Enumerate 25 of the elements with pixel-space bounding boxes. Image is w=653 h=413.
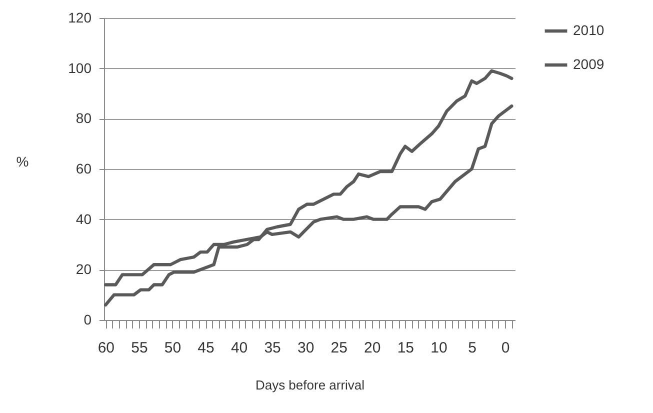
- x-tick-label: 15: [397, 340, 414, 356]
- y-tick-label: 120: [68, 10, 92, 26]
- x-tick-label: 30: [297, 340, 314, 356]
- x-tick-label: 60: [98, 340, 115, 356]
- x-tick-label: 0: [501, 340, 510, 356]
- legend-label: 2010: [573, 22, 604, 38]
- x-tick-label: 20: [364, 340, 381, 356]
- y-tick-label: 60: [76, 160, 92, 176]
- y-axis-title: %: [16, 154, 29, 170]
- x-axis-title: Days before arrival: [255, 378, 365, 392]
- x-tick-label: 25: [330, 340, 348, 356]
- x-tick-label: 50: [164, 340, 182, 356]
- legend-label: 2009: [573, 56, 604, 72]
- x-tick-label: 5: [468, 340, 476, 356]
- line-series: [104, 69, 514, 306]
- y-tick-label: 80: [76, 110, 92, 126]
- x-tick-label: 35: [264, 340, 281, 356]
- y-tick-label: 40: [76, 210, 92, 227]
- y-tick-label: 100: [68, 60, 92, 76]
- x-tick-label: 45: [198, 340, 214, 356]
- y-tick-label: 20: [76, 261, 92, 278]
- x-tick-label: 10: [430, 340, 448, 356]
- x-tick-label: 55: [131, 340, 148, 356]
- y-tick-label: 0: [84, 312, 92, 328]
- x-tick-label: 40: [230, 340, 248, 356]
